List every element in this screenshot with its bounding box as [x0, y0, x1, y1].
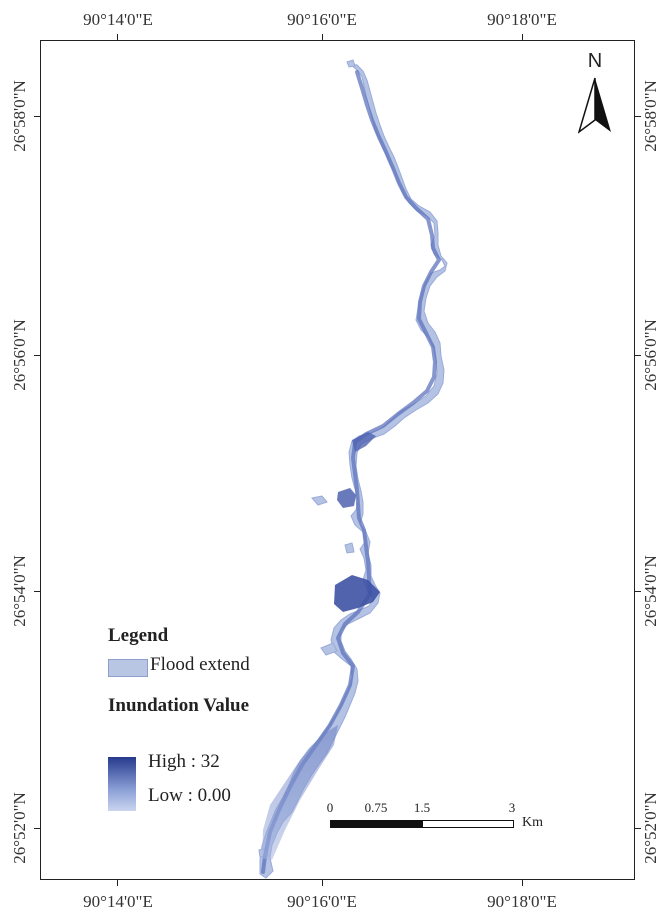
ramp-low-label: Low : 0.00	[148, 785, 231, 806]
inundation-color-ramp	[108, 757, 136, 811]
inundation-pool-4	[262, 725, 338, 860]
flood-patch-a	[311, 495, 328, 506]
map-frame	[40, 40, 635, 880]
coord-bottom-2: 90°16'0"E	[287, 892, 357, 911]
scale-label-0: 0	[326, 800, 334, 815]
flood-extent-label: Flood extend	[150, 654, 250, 675]
tick-right-1	[635, 116, 641, 117]
legend-title: Legend	[108, 625, 169, 646]
flood-patch-b	[344, 542, 355, 554]
tick-left-4	[34, 828, 40, 829]
coord-top-2: 90°16'0"E	[287, 10, 357, 29]
tick-right-2	[635, 355, 641, 356]
scale-label-15: 1.5	[413, 800, 431, 815]
scale-unit: Km	[522, 815, 543, 830]
scale-bar-white-segment	[422, 820, 514, 828]
tick-right-3	[635, 591, 641, 592]
tick-left-1	[34, 116, 40, 117]
inundation-pool-2	[334, 575, 380, 612]
tick-bottom-1	[117, 880, 118, 886]
tick-right-4	[635, 828, 641, 829]
ramp-high-label: High : 32	[148, 751, 220, 772]
scale-label-075: 0.75	[364, 800, 388, 815]
tick-bottom-2	[322, 880, 323, 886]
tick-left-3	[34, 591, 40, 592]
flood-patch-e	[346, 59, 356, 68]
scale-label-3: 3	[508, 800, 516, 815]
scale-bar-black-segment	[330, 820, 424, 828]
tick-bottom-3	[522, 880, 523, 886]
coord-bottom-3: 90°18'0"E	[487, 892, 557, 911]
coord-top-1: 90°14'0"E	[83, 10, 153, 29]
north-arrow: N	[578, 50, 612, 140]
inundation-pool-3	[352, 432, 376, 452]
tick-top-1	[117, 34, 118, 40]
north-letter: N	[587, 50, 603, 72]
inundation-pool-1	[337, 488, 356, 508]
north-arrow-icon	[578, 77, 611, 134]
flood-extent-swatch	[108, 659, 148, 677]
coord-top-3: 90°18'0"E	[487, 10, 557, 29]
inundation-title: Inundation Value	[108, 695, 249, 716]
flood-patch-c	[320, 642, 338, 656]
tick-left-2	[34, 355, 40, 356]
coord-bottom-1: 90°14'0"E	[83, 892, 153, 911]
tick-top-2	[322, 34, 323, 40]
tick-top-3	[522, 34, 523, 40]
